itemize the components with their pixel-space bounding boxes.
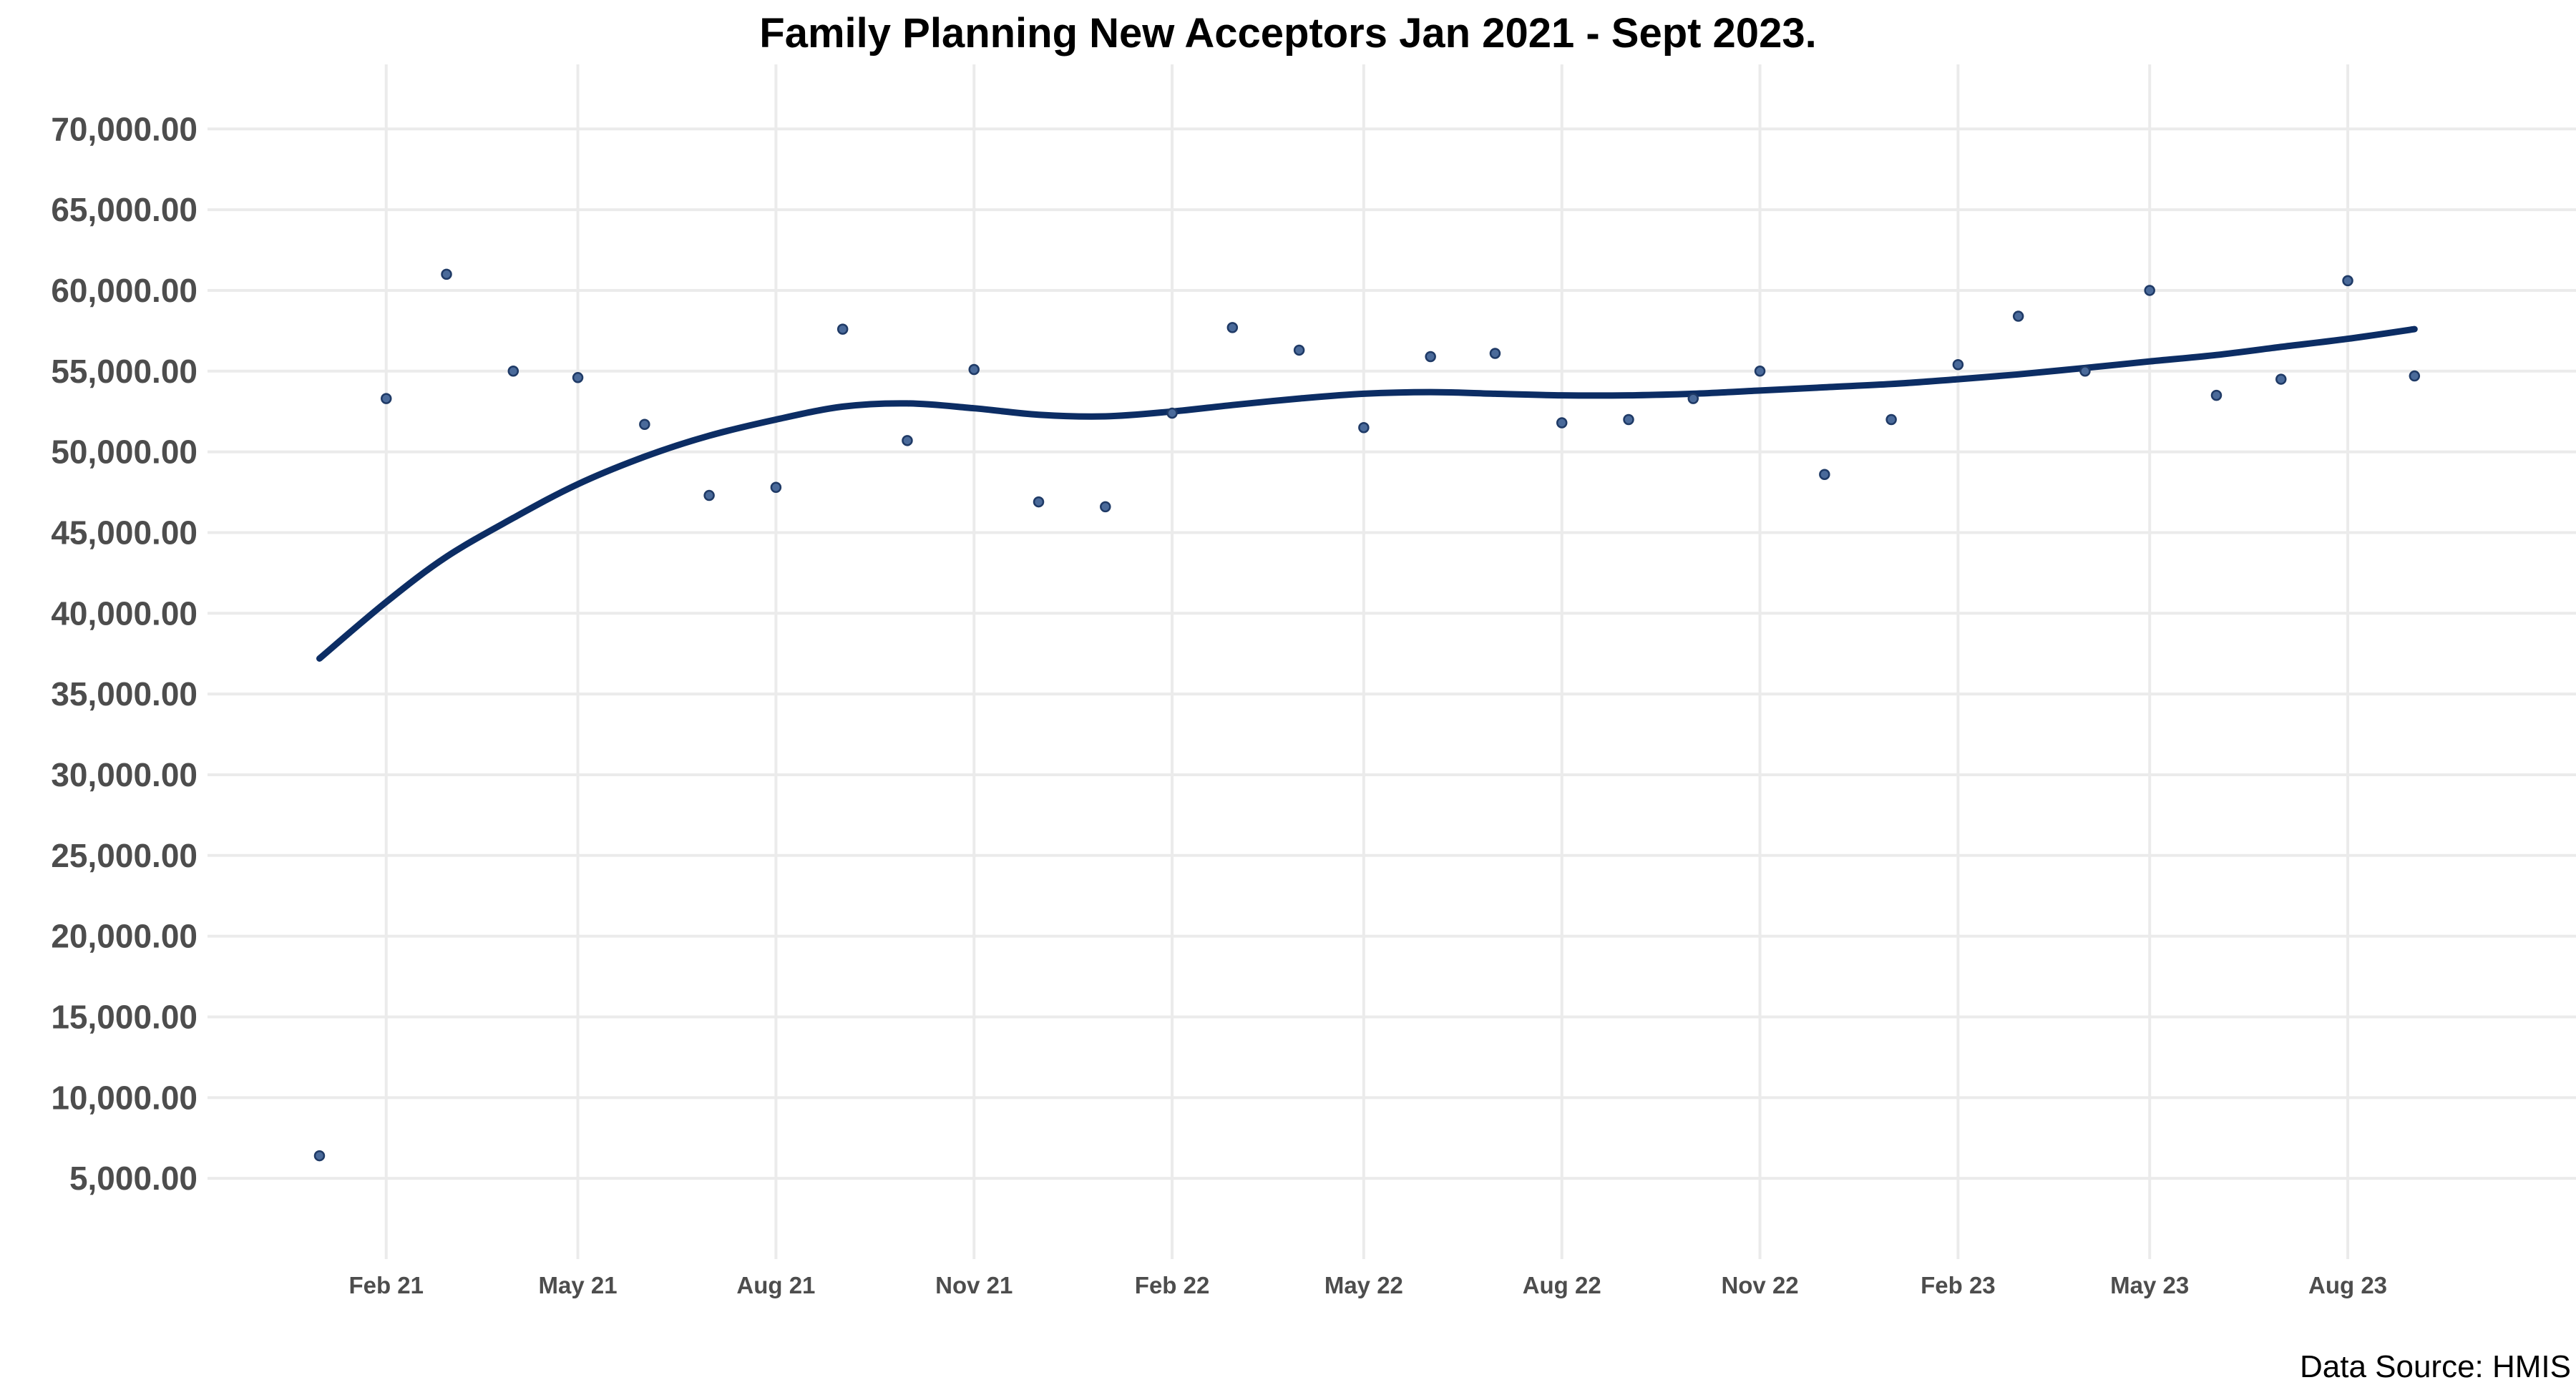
x-tick-label: Feb 22 bbox=[1135, 1272, 1210, 1298]
data-point bbox=[639, 418, 650, 431]
data-point bbox=[2275, 373, 2287, 385]
y-tick-label: 10,000.00 bbox=[51, 1079, 197, 1116]
data-point bbox=[1425, 351, 1436, 363]
y-tick-label: 65,000.00 bbox=[51, 191, 197, 228]
y-tick-label: 20,000.00 bbox=[51, 918, 197, 955]
points-layer bbox=[313, 268, 2421, 1162]
data-point bbox=[2210, 389, 2223, 401]
data-point bbox=[1885, 413, 1897, 426]
x-tick-label: Feb 21 bbox=[348, 1272, 424, 1298]
data-point bbox=[2079, 366, 2091, 377]
trend-layer bbox=[316, 326, 2418, 662]
x-tick-label: Aug 23 bbox=[2308, 1272, 2387, 1298]
y-tick-label: 35,000.00 bbox=[51, 675, 197, 713]
data-point bbox=[902, 435, 913, 446]
data-point bbox=[2409, 370, 2421, 382]
x-tick-label: May 21 bbox=[539, 1272, 618, 1298]
data-point bbox=[703, 489, 715, 501]
data-point bbox=[1293, 344, 1305, 356]
x-tick-label: May 22 bbox=[1324, 1272, 1403, 1298]
x-tick-label: Feb 23 bbox=[1921, 1272, 1996, 1298]
y-tick-label: 40,000.00 bbox=[51, 594, 197, 632]
data-point bbox=[507, 366, 519, 377]
y-tick-label: 50,000.00 bbox=[51, 434, 197, 471]
y-tick-label: 5,000.00 bbox=[69, 1160, 197, 1197]
y-tick-label: 60,000.00 bbox=[51, 272, 197, 309]
data-point bbox=[1166, 407, 1178, 419]
x-tick-label: Aug 21 bbox=[736, 1272, 815, 1298]
y-axis-tick-labels: 5,000.00 10,000.00 15,000.00 20,000.00 25,00… bbox=[51, 110, 197, 1197]
data-point bbox=[1687, 393, 1699, 404]
data-point bbox=[572, 372, 584, 383]
y-tick-label: 25,000.00 bbox=[51, 837, 197, 874]
data-point bbox=[1819, 469, 1830, 480]
y-tick-label: 15,000.00 bbox=[51, 998, 197, 1035]
data-point bbox=[1754, 366, 1766, 377]
y-tick-label: 55,000.00 bbox=[51, 353, 197, 390]
data-point bbox=[2342, 275, 2353, 287]
smooth-trend-line bbox=[316, 326, 2418, 662]
data-point bbox=[2012, 310, 2024, 322]
x-tick-label: Nov 21 bbox=[935, 1272, 1013, 1298]
y-tick-label: 70,000.00 bbox=[51, 110, 197, 147]
data-point bbox=[1358, 422, 1370, 434]
x-axis-tick-labels: Feb 21 May 21 Aug 21 Nov 21 Feb 22 May 22 Aug … bbox=[348, 1272, 2387, 1298]
data-point bbox=[836, 323, 849, 335]
data-point bbox=[1489, 348, 1501, 359]
data-point bbox=[770, 481, 782, 494]
data-point bbox=[441, 268, 452, 280]
data-source-note: Data Source: HMIS bbox=[2300, 1349, 2571, 1384]
x-tick-label: Aug 22 bbox=[1523, 1272, 1601, 1298]
x-tick-label: Nov 22 bbox=[1721, 1272, 1798, 1298]
data-point bbox=[1623, 413, 1634, 426]
grid-layer bbox=[208, 64, 2576, 1259]
y-tick-label: 45,000.00 bbox=[51, 514, 197, 551]
x-tick-label: May 23 bbox=[2110, 1272, 2189, 1298]
data-point bbox=[1952, 359, 1964, 371]
data-point bbox=[1100, 501, 1111, 513]
data-point bbox=[2144, 285, 2155, 296]
data-point bbox=[1033, 496, 1045, 508]
data-point bbox=[968, 363, 980, 376]
data-point bbox=[1226, 322, 1239, 333]
chart-title: Family Planning New Acceptors Jan 2021 -… bbox=[759, 10, 1816, 57]
data-point bbox=[1556, 417, 1568, 429]
data-point bbox=[381, 393, 392, 404]
y-tick-label: 30,000.00 bbox=[51, 756, 197, 793]
data-point bbox=[313, 1150, 326, 1162]
